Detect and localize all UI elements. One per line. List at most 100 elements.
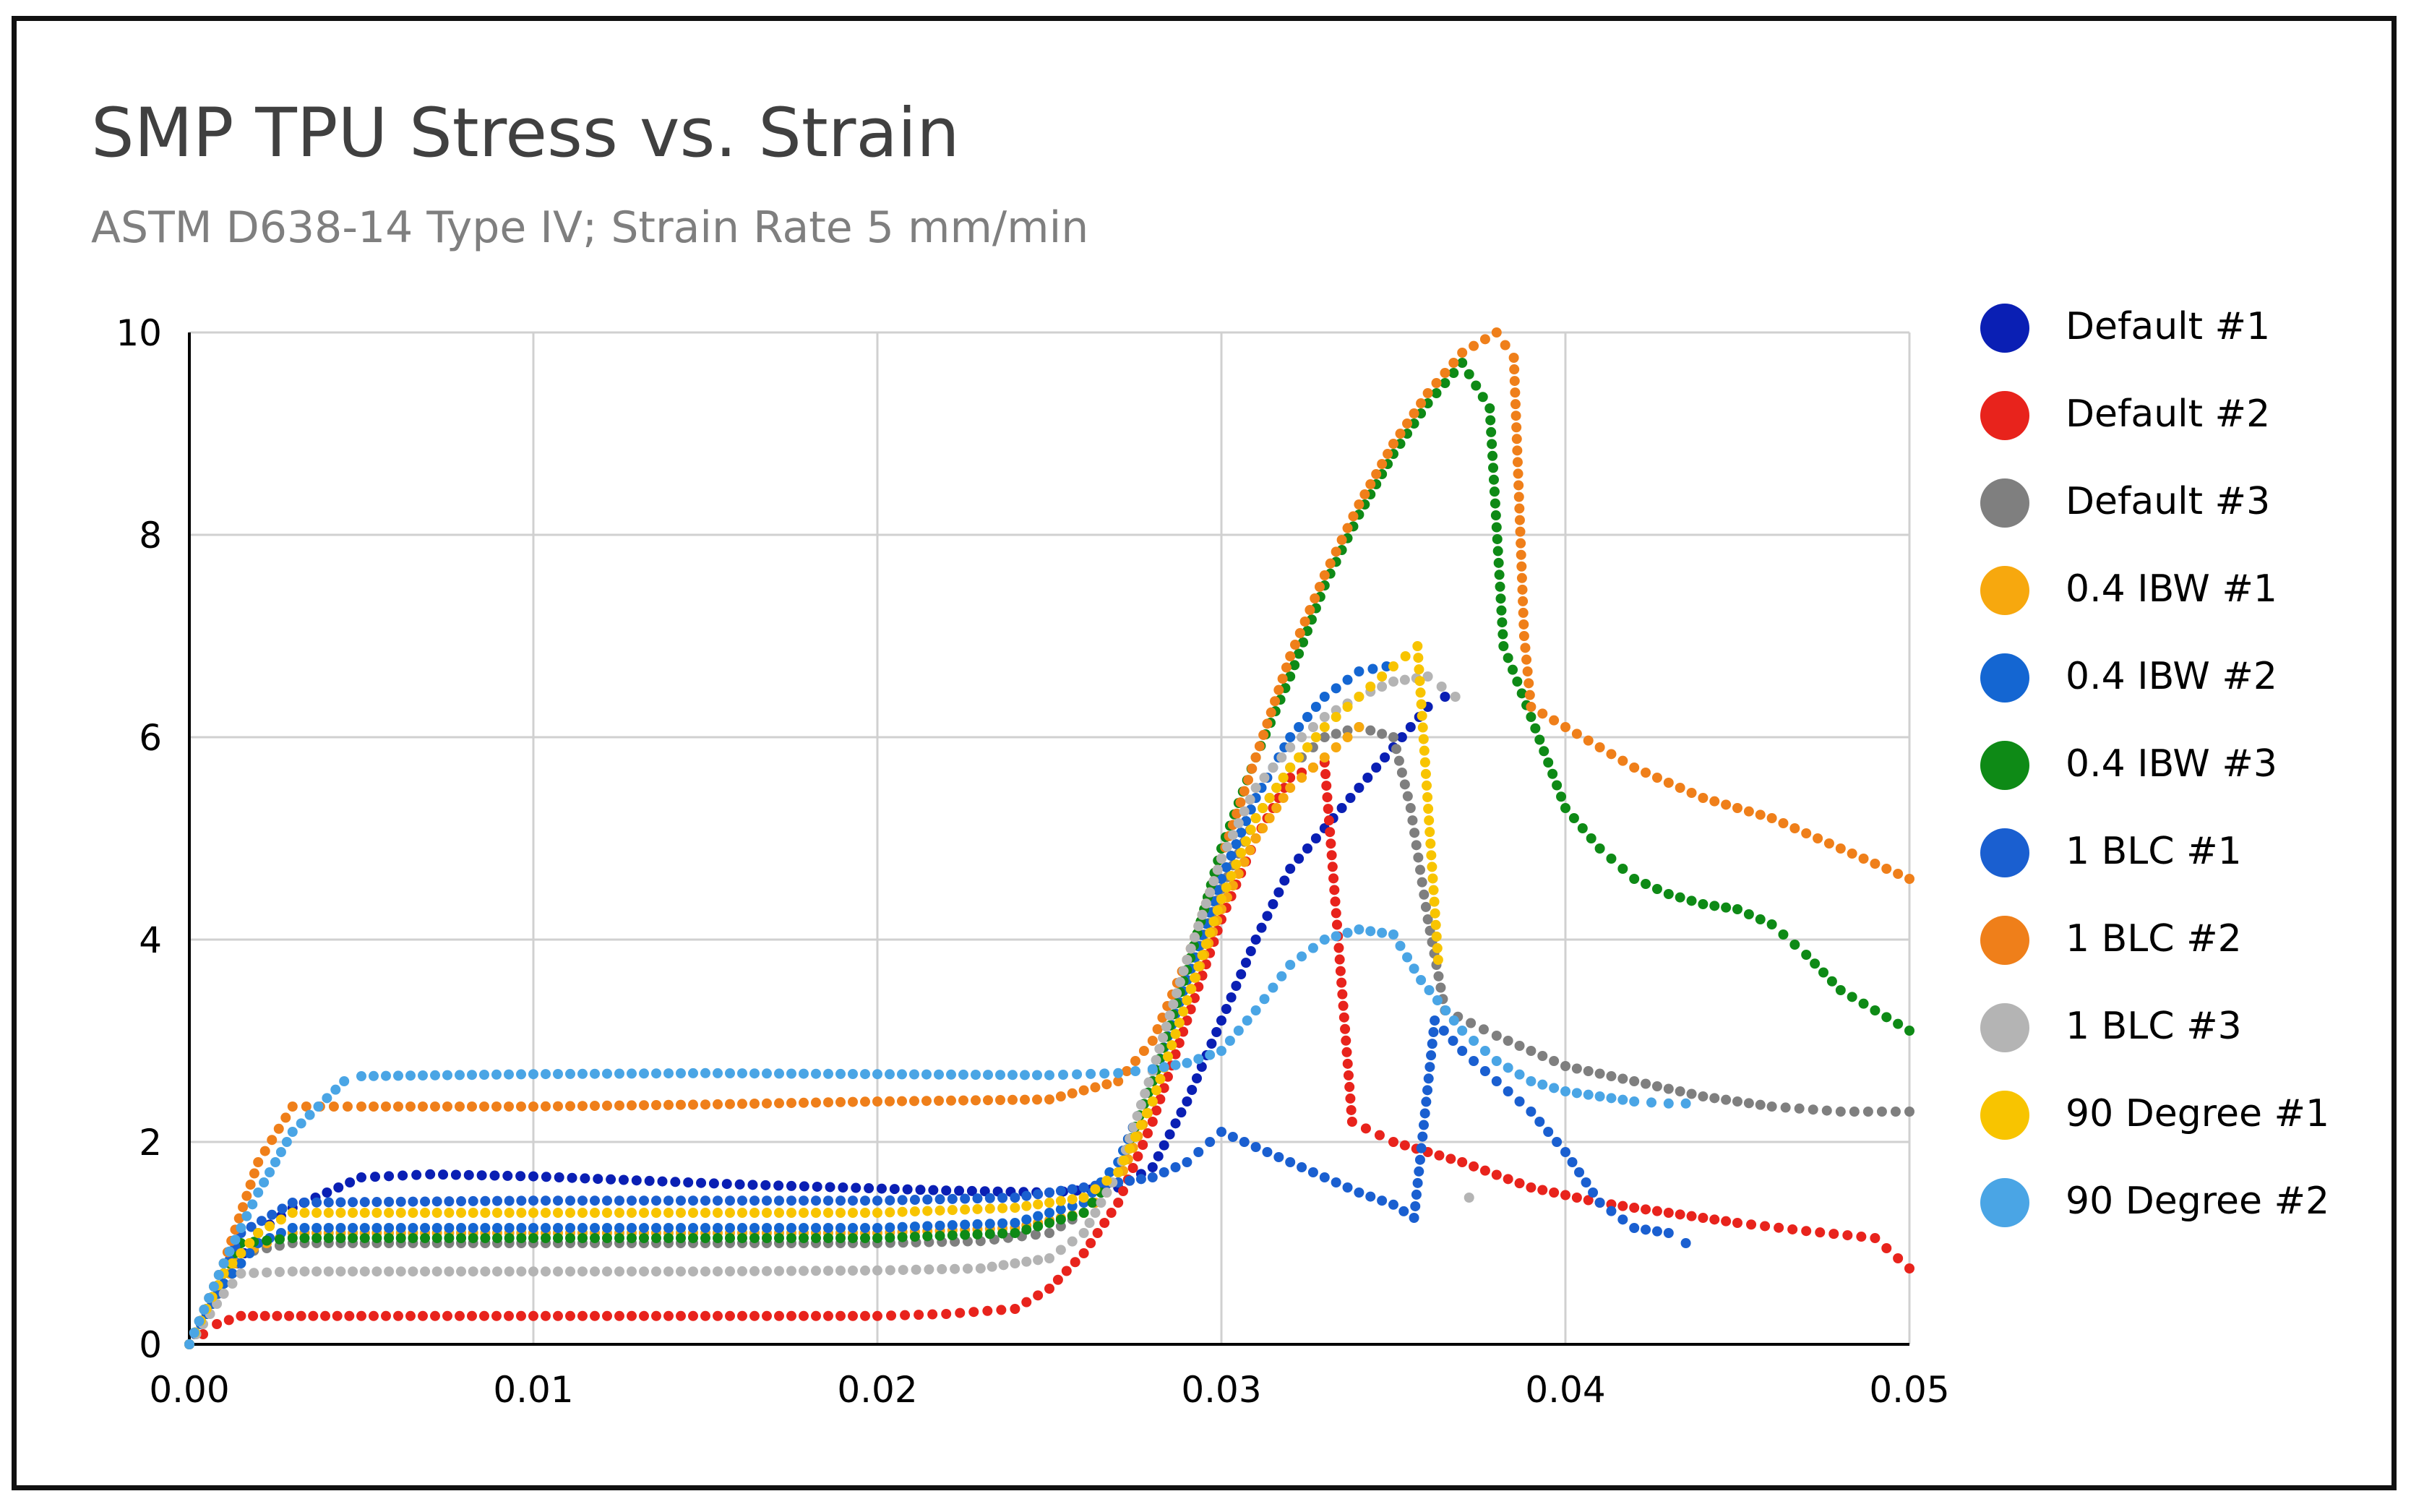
- point-90-degree-2: [676, 1068, 686, 1078]
- point-0-4-ibw-3: [774, 1233, 784, 1243]
- point-90-degree-2: [369, 1070, 379, 1081]
- point-1-blc-1: [997, 1193, 1008, 1203]
- point-default-3: [1594, 1068, 1605, 1079]
- point-0-4-ibw-3: [1464, 369, 1474, 379]
- point-default-2: [1185, 1004, 1196, 1015]
- point-1-blc-2: [651, 1100, 661, 1110]
- point-default-2: [553, 1310, 563, 1321]
- point-0-4-ibw-3: [972, 1229, 983, 1240]
- point-1-blc-3: [1055, 1245, 1066, 1255]
- point-90-degree-1: [1319, 722, 1330, 732]
- point-1-blc-2: [1359, 489, 1370, 499]
- legend-marker: [1980, 741, 2029, 790]
- point-1-blc-1: [1543, 1127, 1554, 1137]
- point-0-4-ibw-2: [1055, 1204, 1066, 1215]
- point-default-2: [1457, 1157, 1468, 1167]
- point-90-degree-2: [1182, 1057, 1192, 1068]
- legend-label: 0.4 IBW #2: [2066, 655, 2277, 698]
- point-90-degree-1: [1021, 1200, 1032, 1211]
- point-default-2: [455, 1310, 465, 1321]
- point-1-blc-2: [590, 1101, 600, 1111]
- point-0-4-ibw-3: [1488, 474, 1499, 485]
- point-0-4-ibw-2: [299, 1223, 310, 1233]
- point-1-blc-1: [577, 1195, 588, 1206]
- point-90-degree-1: [1400, 651, 1411, 661]
- point-90-degree-1: [774, 1208, 784, 1218]
- point-1-blc-2: [1560, 722, 1570, 732]
- point-1-blc-2: [393, 1101, 403, 1112]
- point-default-2: [1342, 1058, 1353, 1069]
- point-default-2: [1155, 1094, 1166, 1104]
- point-90-degree-1: [1416, 699, 1427, 710]
- point-0-4-ibw-1: [1354, 722, 1364, 732]
- point-default-1: [902, 1184, 913, 1195]
- point-default-2: [1399, 1140, 1410, 1151]
- point-0-4-ibw-2: [590, 1223, 600, 1233]
- point-1-blc-3: [1010, 1258, 1020, 1268]
- point-90-degree-1: [1130, 1132, 1140, 1142]
- point-90-degree-2: [1402, 952, 1413, 963]
- point-0-4-ibw-3: [786, 1233, 796, 1243]
- point-1-blc-1: [1044, 1187, 1054, 1198]
- point-1-blc-1: [1307, 1167, 1318, 1177]
- point-1-blc-3: [1259, 773, 1270, 783]
- point-0-4-ibw-2: [1331, 683, 1341, 694]
- point-default-1: [721, 1179, 732, 1190]
- point-default-2: [1329, 885, 1340, 895]
- point-1-blc-1: [1567, 1157, 1578, 1167]
- point-0-4-ibw-3: [997, 1228, 1008, 1239]
- point-1-blc-2: [1254, 741, 1265, 752]
- point-0-4-ibw-2: [947, 1220, 958, 1231]
- point-1-blc-1: [395, 1196, 406, 1207]
- point-1-blc-3: [1377, 682, 1388, 692]
- point-default-2: [1870, 1233, 1881, 1243]
- point-default-1: [397, 1170, 408, 1181]
- point-default-3: [1514, 1041, 1525, 1051]
- point-90-degree-1: [897, 1206, 908, 1217]
- point-default-1: [1211, 1027, 1222, 1037]
- point-1-blc-1: [408, 1196, 418, 1207]
- point-default-1: [1206, 1039, 1217, 1049]
- point-default-1: [644, 1175, 655, 1186]
- point-0-4-ibw-3: [420, 1233, 431, 1243]
- point-1-blc-2: [1325, 558, 1336, 569]
- point-1-blc-2: [1277, 674, 1288, 684]
- point-90-degree-2: [528, 1069, 538, 1080]
- point-0-4-ibw-2: [749, 1223, 760, 1233]
- point-0-4-ibw-1: [1319, 752, 1330, 763]
- point-default-1: [670, 1177, 681, 1187]
- point-1-blc-3: [335, 1266, 346, 1277]
- point-default-2: [1881, 1243, 1892, 1253]
- point-90-degree-2: [1571, 1088, 1582, 1099]
- point-default-2: [774, 1310, 784, 1321]
- point-90-degree-1: [1431, 931, 1442, 942]
- point-1-blc-2: [1305, 605, 1315, 615]
- point-0-4-ibw-2: [1044, 1208, 1054, 1218]
- point-1-blc-1: [786, 1195, 796, 1206]
- point-default-1: [1164, 1129, 1175, 1140]
- point-1-blc-2: [1510, 399, 1521, 410]
- point-1-blc-1: [1574, 1167, 1585, 1177]
- point-90-degree-1: [444, 1208, 455, 1218]
- point-90-degree-1: [1285, 763, 1296, 773]
- point-default-2: [1174, 1038, 1185, 1049]
- point-0-4-ibw-3: [1539, 746, 1550, 757]
- point-1-blc-3: [786, 1266, 796, 1276]
- point-90-degree-1: [602, 1208, 612, 1218]
- point-90-degree-2: [381, 1070, 391, 1081]
- point-1-blc-3: [898, 1265, 908, 1276]
- point-90-degree-2: [199, 1305, 210, 1315]
- point-1-blc-3: [1033, 1255, 1044, 1266]
- point-0-4-ibw-1: [1271, 803, 1282, 813]
- point-90-degree-1: [1432, 942, 1443, 953]
- point-90-degree-1: [860, 1208, 870, 1218]
- point-90-degree-2: [786, 1068, 796, 1079]
- y-tick-label: 6: [139, 717, 162, 759]
- point-default-2: [1333, 942, 1344, 953]
- point-default-2: [479, 1310, 489, 1321]
- point-default-3: [1365, 725, 1376, 736]
- point-default-1: [1371, 763, 1382, 773]
- point-1-blc-2: [1617, 755, 1628, 766]
- point-0-4-ibw-3: [1033, 1221, 1044, 1232]
- point-0-4-ibw-3: [1675, 892, 1685, 903]
